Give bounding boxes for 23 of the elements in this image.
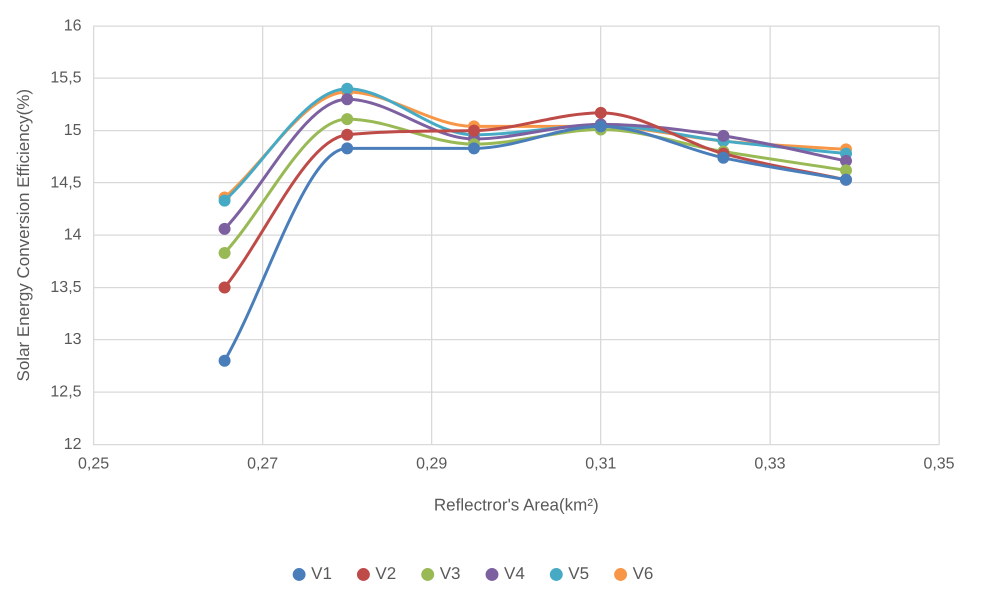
x-tick-label: 0,27	[247, 455, 278, 472]
x-axis-title: Reflectror's Area(km²)	[434, 495, 599, 514]
x-tick-label: 0,35	[923, 455, 955, 472]
y-tick-label: 14,5	[50, 174, 82, 192]
legend-label: V3	[440, 564, 461, 584]
y-tick-label: 14	[64, 226, 82, 244]
x-tick-label: 0,33	[754, 455, 786, 472]
legend-label: V4	[504, 564, 525, 584]
y-tick-label: 16	[64, 17, 82, 34]
legend-label: V6	[632, 564, 654, 584]
x-tick-label: 0,29	[416, 455, 448, 472]
legend-label: V5	[568, 564, 590, 584]
y-tick-label: 15,5	[50, 70, 82, 87]
x-tick-label: 0,31	[585, 455, 616, 472]
y-tick-label: 12	[64, 436, 82, 453]
y-tick-label: 13	[64, 331, 82, 348]
y-tick-label: 13,5	[50, 278, 82, 296]
legend-label: V1	[311, 564, 332, 584]
legend-label: V2	[375, 564, 396, 584]
x-tick-label: 0,25	[78, 455, 110, 472]
y-axis-title: Solar Energy Conversion Efficiency(%)	[14, 88, 33, 382]
y-tick-label: 15	[64, 122, 82, 140]
y-tick-label: 12,5	[50, 384, 82, 401]
